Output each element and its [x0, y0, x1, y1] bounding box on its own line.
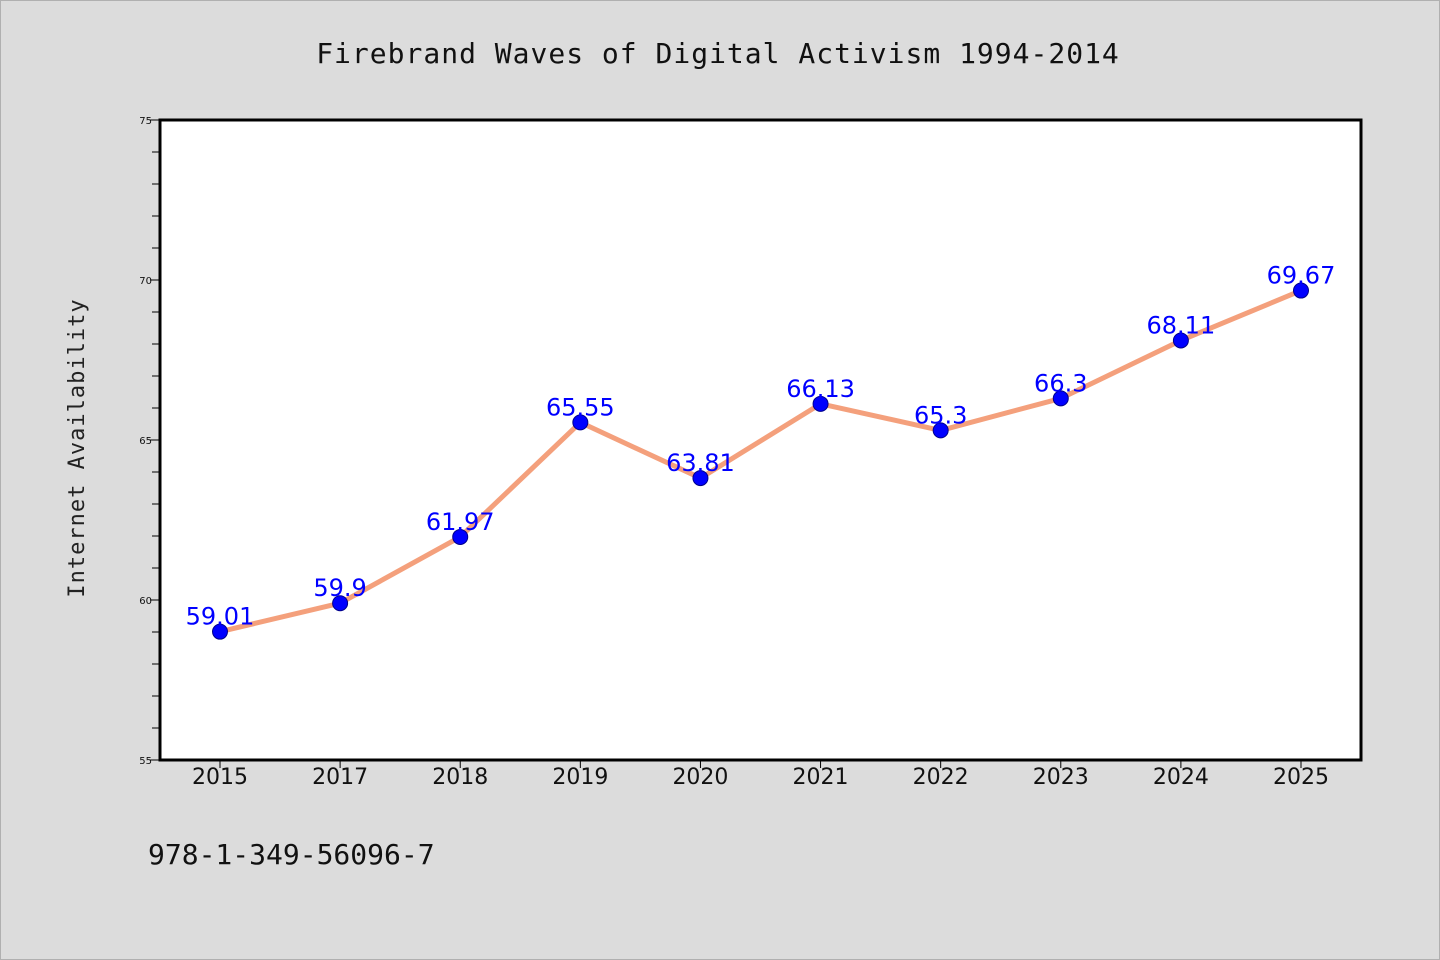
data-label: 69.67: [1267, 262, 1336, 290]
x-tick-label: 2017: [312, 765, 368, 790]
data-point: [1052, 390, 1069, 407]
y-tick-label: 60: [139, 596, 152, 607]
y-tick-label: 65: [139, 436, 152, 447]
data-point: [332, 595, 349, 612]
x-axis-ticks: 2015 2017 2018 2019 2020 2021 2022 2023 2024 2025: [192, 760, 1329, 790]
footer-code: 978-1-349-56096-7: [148, 838, 435, 871]
y-axis-label: Internet Availability: [65, 298, 90, 597]
data-point: [572, 414, 589, 431]
data-point: [812, 395, 829, 412]
x-tick-label: 2025: [1273, 765, 1329, 790]
data-point: [692, 470, 709, 487]
x-tick-label: 2022: [913, 765, 969, 790]
x-tick-label: 2020: [672, 765, 728, 790]
x-tick-label: 2018: [432, 765, 488, 790]
data-markers: [212, 282, 1309, 640]
data-label: 65.3: [914, 401, 967, 429]
x-tick-label: 2023: [1033, 765, 1089, 790]
x-tick-label: 2024: [1153, 765, 1209, 790]
data-label: 68.11: [1147, 311, 1216, 339]
x-tick-label: 2015: [192, 765, 248, 790]
x-tick-label: 2021: [793, 765, 849, 790]
chart-title: Firebrand Waves of Digital Activism 1994…: [316, 37, 1120, 70]
data-point: [1172, 332, 1189, 349]
y-tick-label: 70: [139, 276, 152, 287]
y-tick-label: 55: [139, 756, 152, 767]
series-line: [219, 288, 1302, 635]
data-label: 63.81: [666, 449, 735, 477]
data-point: [452, 528, 469, 545]
data-label: 59.01: [186, 603, 255, 631]
data-labels: 59.01 59.9 61.97 65.55 63.81 66.13 65.3 66.3 68.…: [186, 262, 1336, 631]
data-point: [1293, 282, 1309, 299]
data-label: 66.13: [786, 375, 855, 403]
x-tick-label: 2019: [552, 765, 608, 790]
data-point: [932, 422, 949, 439]
data-label: 59.9: [313, 574, 366, 602]
y-tick-label: 75: [139, 116, 152, 127]
data-label: 65.55: [546, 393, 615, 421]
data-label: 66.3: [1034, 369, 1087, 397]
y-axis-ticks: 55 60 65 70 75: [139, 116, 160, 767]
data-point: [212, 623, 228, 640]
data-label: 61.97: [426, 508, 495, 536]
